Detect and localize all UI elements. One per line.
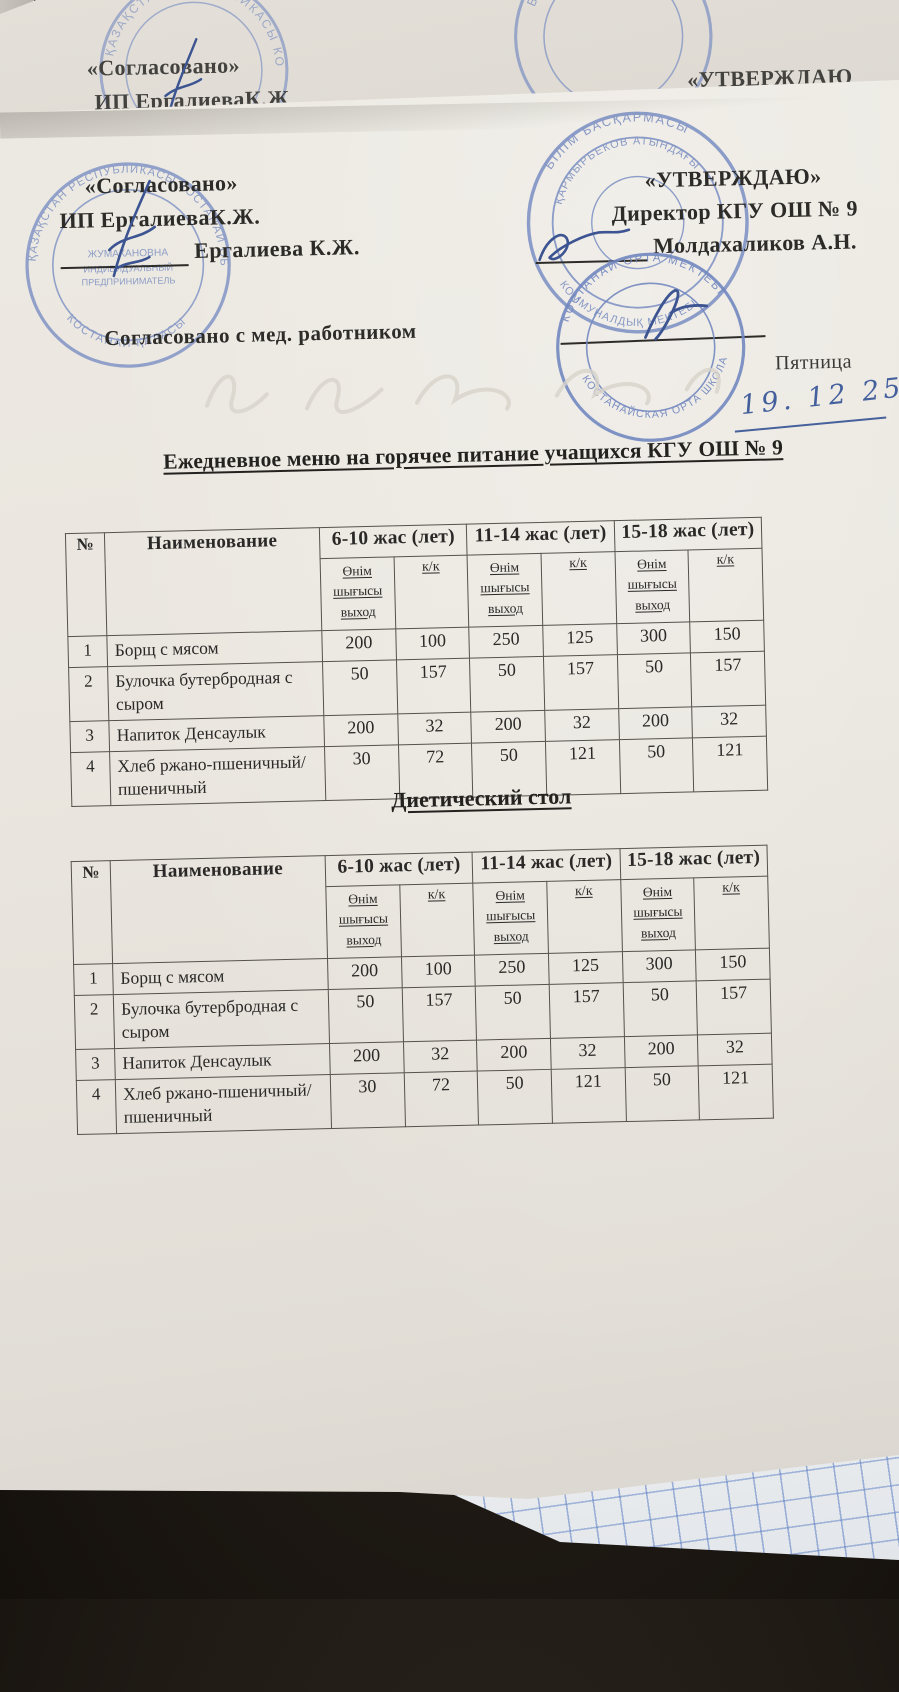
dish-value: 300	[622, 949, 697, 983]
menu-table-main: № Наименование 6-10 жас (лет) 11-14 жас …	[65, 517, 768, 807]
agreement-signatory: Ергалиева К.Ж.	[193, 234, 361, 264]
dish-value: 32	[691, 705, 767, 738]
row-number: 2	[68, 666, 109, 722]
col-header-name: Наименование	[104, 527, 322, 636]
dish-value: 50	[617, 652, 692, 709]
approval-label: «УТВЕРЖДАЮ»	[644, 163, 822, 193]
dish-value: 157	[549, 982, 625, 1039]
subheader-output: Өнім шығысы выход	[614, 549, 690, 624]
col-header-age2: 11-14 жас (лет)	[466, 520, 615, 556]
col-header-age1: 6-10 жас (лет)	[319, 524, 468, 559]
subheader-output: Өнім шығысы выход	[467, 553, 543, 628]
menu-table-diet: № Наименование 6-10 жас (лет) 11-14 жас …	[71, 845, 774, 1135]
dish-value: 200	[329, 1041, 404, 1075]
dish-value: 200	[618, 706, 693, 740]
approval-position: Директор КГУ ОШ № 9	[611, 195, 859, 227]
signature-stroke	[644, 289, 709, 341]
row-number: 4	[70, 751, 111, 807]
dish-value: 200	[476, 1038, 552, 1071]
weekday-label: Пятница	[774, 350, 853, 375]
dish-value: 121	[698, 1063, 774, 1120]
dish-name: Булочка бутербродная с сыром	[113, 989, 330, 1049]
dish-name: Напиток Денсаулык	[108, 715, 325, 752]
photo-of-document: { "colors": { "stamp_blue": "#7389c1", "…	[0, 0, 899, 1599]
dish-value: 50	[477, 1068, 553, 1125]
dish-value: 200	[321, 628, 397, 662]
dish-value: 125	[542, 623, 618, 657]
col-header-num: №	[65, 532, 107, 637]
col-header-num: №	[71, 860, 113, 965]
stamp-center-text: ПРЕДПРИНИМАТЕЛЬ	[81, 275, 175, 287]
dish-value: 50	[622, 980, 698, 1037]
dish-value: 50	[475, 983, 551, 1040]
menu-document-sheet: ҚАЗАҚСТАН РЕСПУБЛИКАСЫ КОСТАНАЙ ОБЛЫСЫ К…	[0, 80, 899, 1499]
dish-value: 157	[543, 654, 619, 711]
dish-value: 32	[544, 708, 620, 741]
row-number: 1	[73, 963, 114, 996]
dish-name: Напиток Денсаулык	[114, 1043, 331, 1080]
dish-value: 157	[690, 650, 766, 707]
row-number: 2	[74, 994, 115, 1050]
dish-value: 200	[323, 713, 399, 747]
subheader-kk: к/к	[693, 876, 770, 950]
dish-value: 72	[403, 1070, 479, 1127]
svg-text:БІЛІМ БАСҚАРМАСЫ: БІЛІМ БАСҚАРМАСЫ	[523, 0, 674, 9]
school-seal-stamp: БІЛІМ БАСҚАРМАСЫ ҚАРМЫРБЕКОВ АТЫНДАҒЫ КО…	[526, 109, 749, 334]
subheader-kk: к/к	[399, 883, 475, 957]
dish-name: Хлеб ржано-пшеничный/пшеничный	[115, 1074, 332, 1134]
subheader-kk: к/к	[393, 555, 470, 629]
dish-value: 100	[395, 627, 470, 660]
dish-name: Булочка бутербродная с сыром	[107, 661, 324, 721]
dish-value: 125	[548, 951, 623, 984]
col-header-age2: 11-14 жас (лет)	[472, 848, 621, 884]
row-number: 4	[76, 1079, 117, 1135]
row-number: 3	[69, 720, 110, 753]
subheader-kk: к/к	[546, 879, 623, 954]
dish-value: 150	[689, 620, 765, 653]
col-header-age3: 15-18 жас (лет)	[613, 517, 762, 552]
round-stamp-icon: ҚАЗАҚСТАН РЕСПУБЛИКАСЫ КОСТАНАЙ ОБЛЫСЫ	[92, 0, 289, 165]
dish-value: 32	[550, 1036, 625, 1069]
dish-value: 200	[327, 956, 402, 990]
dish-value: 50	[469, 656, 545, 712]
dish-value: 200	[471, 710, 546, 743]
dish-value: 32	[397, 711, 472, 745]
dish-name: Борщ с мясом	[106, 630, 323, 667]
dish-value: 300	[616, 621, 691, 655]
subheader-output: Өнім шығысы выход	[320, 556, 396, 631]
stamp-ring-text: БІЛІМ БАСҚАРМАСЫ	[523, 0, 674, 9]
dish-value: 30	[330, 1072, 406, 1129]
row-number: 3	[75, 1048, 116, 1081]
dish-value: 121	[551, 1067, 627, 1124]
dish-value: 32	[697, 1033, 773, 1066]
dish-value: 250	[474, 953, 550, 986]
dish-value: 157	[401, 985, 477, 1042]
col-header-age1: 6-10 жас (лет)	[325, 852, 474, 887]
dish-value: 157	[396, 657, 472, 714]
subheader-output: Өнім шығысы выход	[325, 884, 402, 959]
dish-value: 50	[624, 1065, 700, 1122]
signature-stroke	[538, 228, 631, 262]
row-number: 1	[67, 635, 108, 668]
dish-value: 157	[696, 978, 772, 1035]
dish-value: 50	[328, 987, 404, 1044]
subheader-output: Өнім шығысы выход	[473, 881, 549, 956]
dish-value: 100	[401, 955, 476, 988]
embossed-handwriting	[204, 367, 721, 414]
dish-value: 250	[469, 625, 544, 658]
subheader-output: Өнім шығысы выход	[620, 877, 696, 952]
ip-entrepreneur-stamp: ҚАЗАҚСТАН РЕСПУБЛИКАСЫ КОСТАНАЙ ОБЛЫСЫ К…	[18, 155, 231, 368]
col-header-name: Наименование	[110, 855, 328, 964]
dish-value: 150	[695, 948, 771, 981]
subheader-kk: к/к	[688, 548, 764, 622]
dish-name: Борщ с мясом	[112, 958, 329, 995]
col-header-age3: 15-18 жас (лет)	[619, 845, 768, 880]
stamp-center-text: ИНДИВИДУАЛЬНЫЙ	[83, 261, 173, 274]
signature-stroke	[107, 179, 157, 278]
dish-value: 200	[624, 1034, 699, 1068]
dish-value: 32	[403, 1039, 478, 1073]
subheader-kk: к/к	[540, 551, 617, 626]
dish-value: 50	[322, 659, 398, 716]
